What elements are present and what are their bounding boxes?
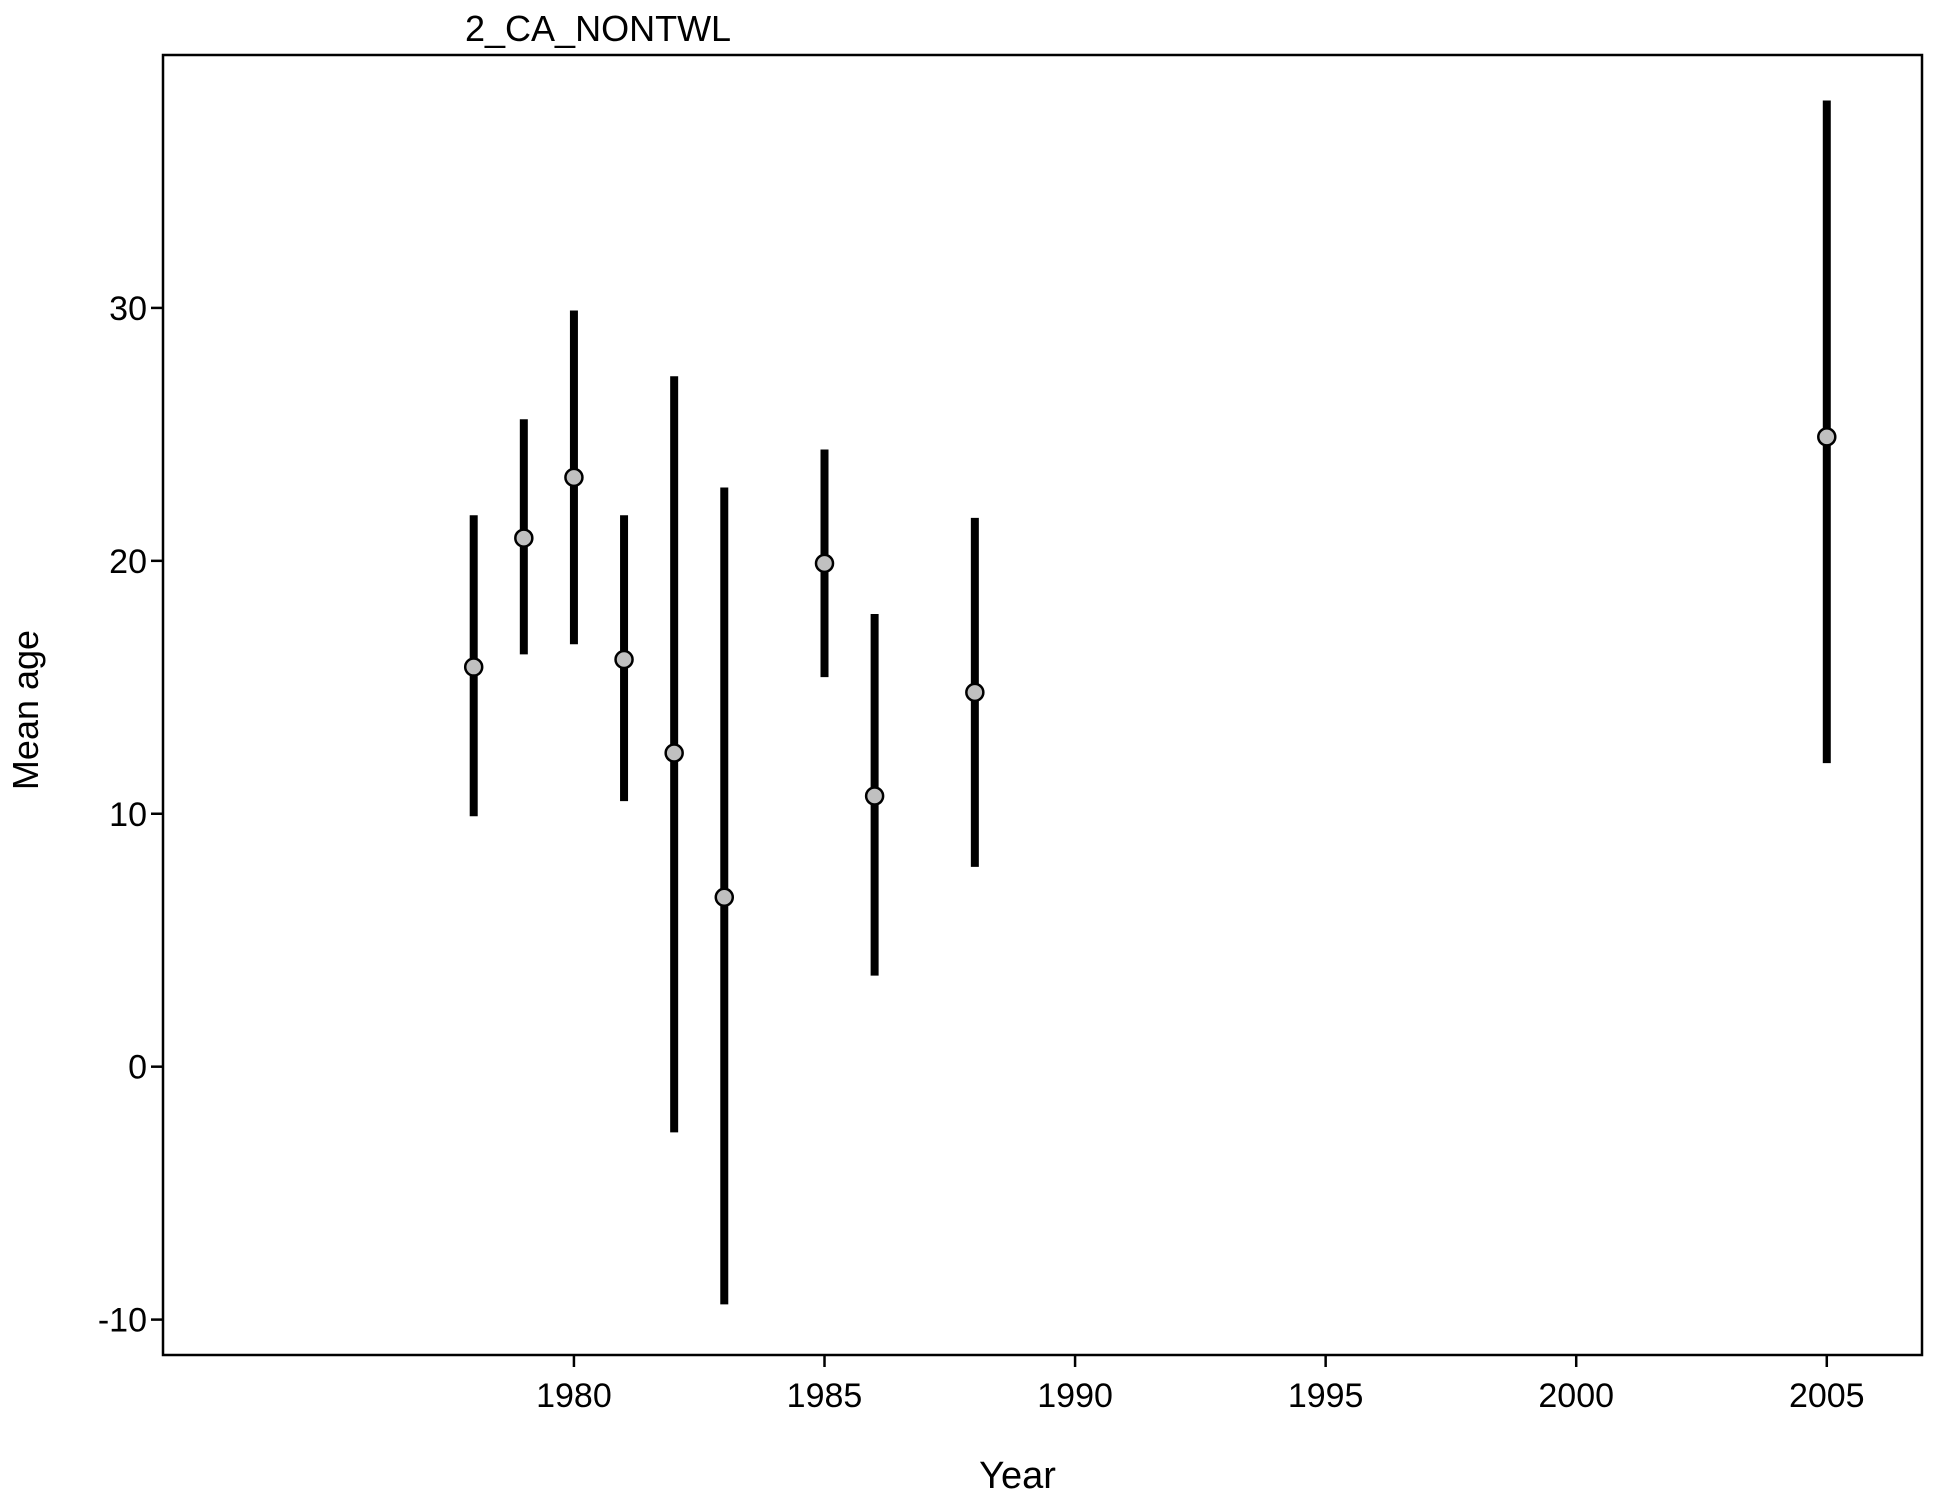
data-point [714, 887, 735, 907]
data-points [463, 427, 1837, 907]
x-tick-label: 1985 [787, 1377, 863, 1415]
y-axis: -10 0 10 20 30 [98, 290, 163, 1340]
x-tick-label: 1980 [536, 1377, 612, 1415]
data-point [514, 528, 534, 548]
y-axis-label: Mean age [5, 630, 46, 790]
x-tick-label: 2005 [1789, 1377, 1865, 1415]
error-bars [469, 100, 1831, 1305]
data-point [664, 743, 684, 763]
x-axis-label: Year [979, 1455, 1056, 1497]
data-point [564, 467, 584, 488]
data-point [965, 682, 985, 703]
y-tick-label: 30 [109, 290, 147, 328]
x-tick-label: 2000 [1538, 1377, 1614, 1415]
y-tick-label: 0 [128, 1049, 147, 1087]
x-tick-label: 1990 [1037, 1377, 1113, 1415]
y-tick-label: 10 [109, 796, 147, 834]
plot-frame [161, 53, 1924, 1357]
chart-title: 2_CA_NONTWL [465, 8, 732, 49]
data-point [864, 786, 885, 806]
y-tick-label: -10 [98, 1302, 147, 1340]
data-point [814, 553, 835, 574]
data-point [463, 657, 484, 677]
data-point [1817, 427, 1837, 447]
data-point [614, 649, 634, 670]
y-tick-label: 20 [109, 543, 147, 581]
x-axis: 1980 1985 1990 1995 2000 2005 [536, 1355, 1865, 1415]
x-tick-label: 1995 [1288, 1377, 1364, 1415]
